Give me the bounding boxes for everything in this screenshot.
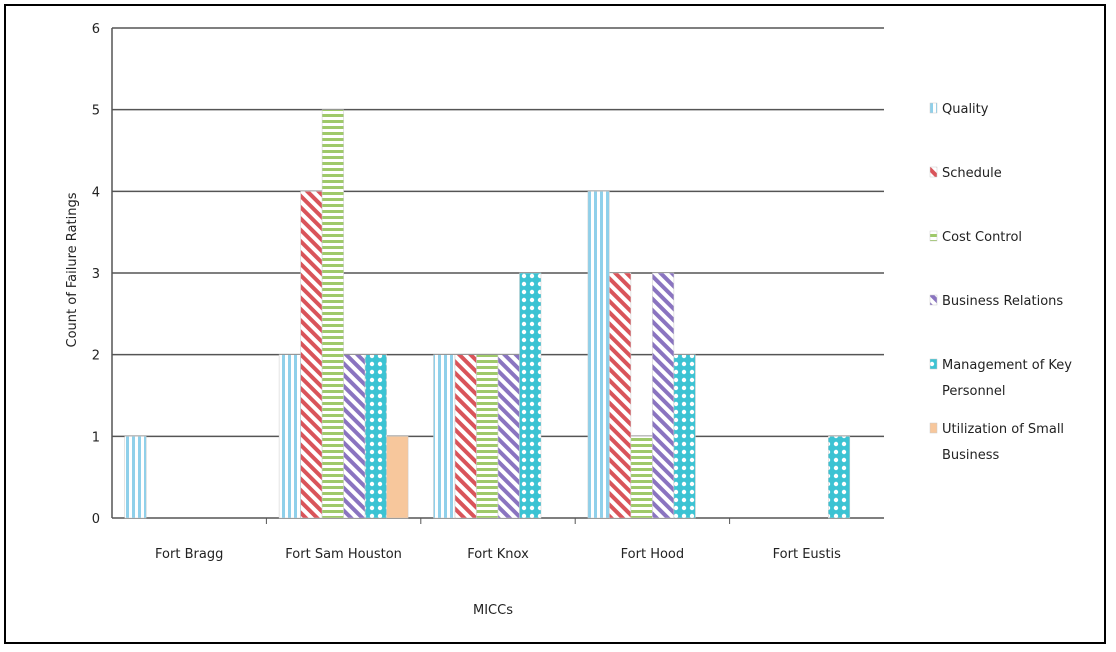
- bar-schedule: [609, 272, 632, 519]
- bar-quality: [433, 354, 456, 519]
- bar-schedule: [300, 191, 323, 519]
- bar-quality: [587, 191, 610, 519]
- legend-label: Business: [942, 448, 1000, 463]
- x-tick-label: Fort Bragg: [155, 547, 223, 562]
- chart-frame: [4, 4, 1106, 644]
- bar-management-of-key-personnel: [364, 354, 387, 519]
- bar-business-relations: [497, 354, 520, 519]
- y-axis-title: Count of Failure Ratings: [65, 192, 80, 347]
- legend: Quality Schedule Cost Control Business Rela…: [929, 102, 1072, 463]
- bar-cost-control: [630, 436, 653, 519]
- y-tick-label: 3: [92, 267, 100, 282]
- bar-cost-control: [476, 354, 499, 519]
- legend-swatch: [929, 102, 938, 114]
- legend-label: Schedule: [942, 166, 1002, 181]
- x-tick-label: Fort Hood: [621, 547, 684, 562]
- legend-label: Utilization of Small: [942, 422, 1064, 437]
- x-axis-title: MICCs: [473, 603, 513, 618]
- gridlines: [112, 27, 884, 519]
- legend-label: Personnel: [942, 384, 1006, 399]
- bar-quality: [124, 436, 147, 519]
- legend-label: Quality: [942, 102, 989, 117]
- y-tick-label: 0: [92, 512, 100, 527]
- bar-quality: [278, 354, 301, 519]
- bars: [124, 109, 851, 519]
- y-tick-label: 6: [92, 22, 100, 37]
- legend-swatch: [929, 294, 938, 306]
- legend-label: Cost Control: [942, 230, 1022, 245]
- bar-schedule: [454, 354, 477, 519]
- y-tick-label: 2: [92, 349, 100, 364]
- bar-management-of-key-personnel: [828, 436, 851, 519]
- bar-business-relations: [652, 272, 675, 519]
- legend-swatch: [929, 166, 938, 178]
- y-tick-label: 1: [92, 430, 100, 445]
- bar-business-relations: [343, 354, 366, 519]
- y-tick-label: 5: [92, 104, 100, 119]
- legend-swatch: [929, 358, 938, 370]
- legend-swatch: [929, 422, 938, 434]
- legend-label: Business Relations: [942, 294, 1063, 309]
- axes: [111, 28, 731, 524]
- legend-swatch: [929, 230, 938, 242]
- bar-management-of-key-personnel: [673, 354, 696, 519]
- bar-utilization-of-small-business: [386, 436, 409, 519]
- legend-label: Management of Key: [942, 358, 1072, 373]
- x-tick-label: Fort Eustis: [773, 547, 841, 562]
- axis-labels: 0 1 2 3 4 5 6 Fort Bragg Fort Sam Houston Fort Kn…: [92, 22, 841, 562]
- bar-cost-control: [321, 109, 344, 519]
- x-tick-label: Fort Sam Houston: [285, 547, 402, 562]
- y-tick-label: 4: [92, 185, 100, 200]
- bar-management-of-key-personnel: [519, 272, 542, 519]
- x-tick-label: Fort Knox: [467, 547, 529, 562]
